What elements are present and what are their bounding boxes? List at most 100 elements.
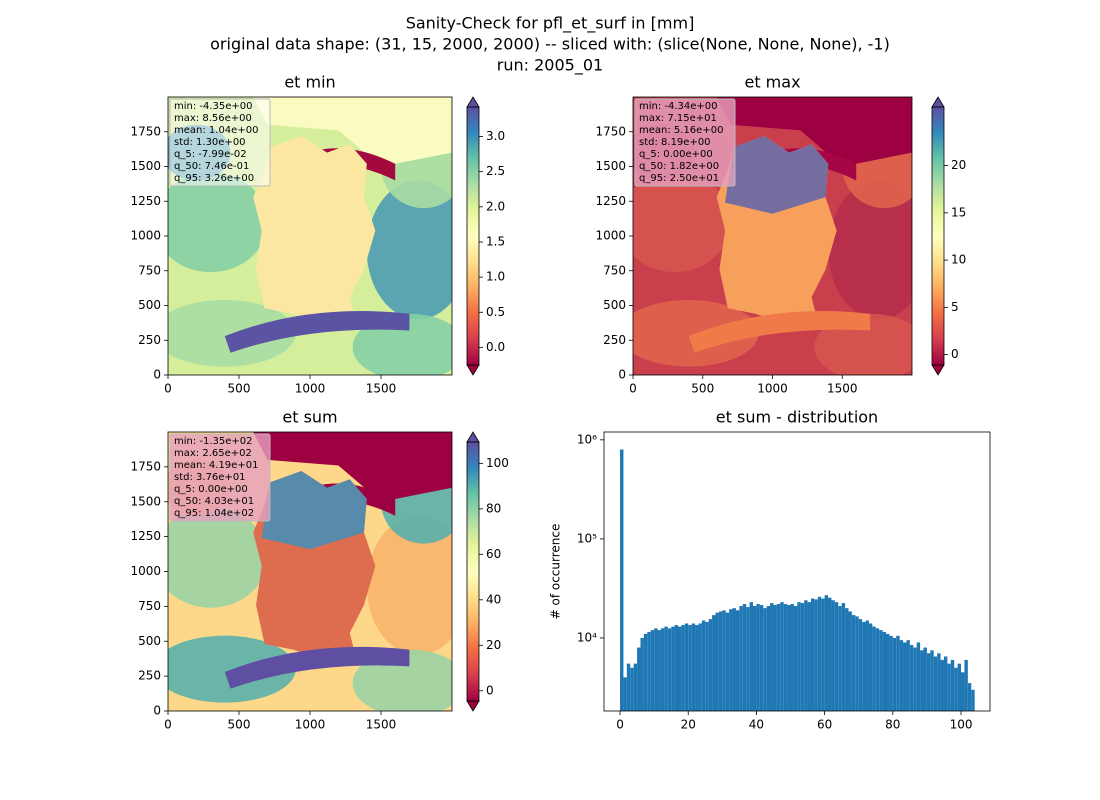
x-tick-label: 500: [228, 382, 251, 396]
hist-bar: [810, 598, 815, 711]
y-tick-label: 500: [603, 298, 626, 312]
y-tick-label: 1750: [595, 124, 626, 138]
hist-bar: [626, 663, 631, 711]
colorbar-tick-label: 20: [951, 158, 966, 172]
stats-line: q_50: 1.82e+00: [639, 161, 719, 172]
stats-line: max: 2.65e+02: [174, 448, 252, 459]
hist-bar: [650, 630, 655, 711]
hist-bar: [858, 619, 863, 711]
colorbar-tick-label: 3.0: [486, 129, 505, 143]
hist-bar: [824, 595, 829, 711]
hist-bar: [753, 606, 757, 711]
colorbar-tick-label: 0.5: [486, 305, 505, 319]
y-tick-label: 500: [138, 634, 161, 648]
x-tick-label: 0: [164, 718, 172, 732]
hist-bar: [957, 663, 962, 711]
colorbar-tick-label: 20: [486, 638, 501, 652]
y-tick-label: 1250: [130, 194, 161, 208]
stats-box: [634, 98, 736, 187]
x-tick-label: 1500: [366, 718, 397, 732]
hist-bar: [637, 647, 641, 711]
x-tick-label: 1500: [827, 382, 858, 396]
y-tick-label: 1750: [130, 459, 161, 473]
y-tick-label: 1500: [130, 494, 161, 508]
map-patch: [633, 299, 759, 367]
hist-bar: [954, 667, 958, 711]
stats-line: q_50: 7.46e-01: [174, 161, 249, 172]
colorbar-tick-label: 1.0: [486, 270, 505, 284]
hist-bar: [698, 623, 702, 711]
y-tick-label: 250: [603, 333, 626, 347]
hist-bar: [705, 621, 709, 711]
hist-bar: [671, 626, 675, 711]
map-alps: [224, 311, 410, 353]
y-tick-label: 1250: [130, 529, 161, 543]
stats-line: std: 8.19e+00: [639, 137, 711, 148]
hist-bar: [643, 633, 648, 711]
hist-bar: [926, 653, 931, 711]
hist-bar: [828, 597, 832, 711]
hist-bar: [950, 659, 955, 711]
hist-bar: [790, 604, 794, 711]
x-tick-label: 100: [950, 718, 973, 732]
hist-bar: [872, 626, 876, 711]
hist-bar: [831, 600, 835, 711]
axes-title: et sum - distribution: [716, 408, 878, 427]
hist-bar: [797, 602, 801, 711]
y-tick-label: 1500: [130, 159, 161, 173]
y-tick-label: 10⁴: [577, 630, 597, 644]
stats-line: min: -4.34e+00: [639, 101, 718, 112]
hist-bar: [920, 650, 924, 711]
map-patch: [168, 299, 296, 367]
hist-bar: [735, 610, 740, 711]
map-patch: [366, 180, 452, 320]
hist-bar: [913, 647, 917, 711]
map-patch: [366, 515, 452, 656]
stats-line: mean: 1.04e+00: [174, 125, 258, 136]
hist-bar: [909, 644, 914, 711]
y-tick-label: 1750: [130, 124, 161, 138]
suptitle: original data shape: (31, 15, 2000, 2000…: [210, 35, 890, 54]
colorbar-tick-label: 2.5: [486, 164, 505, 178]
hist-bar: [664, 626, 668, 711]
colorbar-tick-label: 0.0: [486, 340, 505, 354]
hist-bar: [647, 631, 651, 711]
map-patch: [168, 172, 268, 273]
stats-line: q_95: 2.50e+01: [639, 173, 719, 184]
hist-bar: [841, 603, 846, 711]
y-tick-label: 1000: [595, 229, 626, 243]
hist-bar: [885, 633, 890, 711]
hist-bar: [807, 602, 811, 711]
hist-bar: [930, 650, 934, 711]
hist-bar: [923, 647, 927, 711]
hist-bar: [882, 631, 886, 711]
hist-bar: [773, 605, 777, 711]
hist-bar: [967, 683, 972, 711]
hist-bar: [780, 602, 784, 711]
hist-bar: [657, 630, 661, 711]
hist-bar: [677, 626, 682, 711]
hist-bar: [770, 603, 774, 711]
hist-bar: [896, 635, 900, 711]
y-tick-label: 750: [138, 263, 161, 277]
hist-bar: [695, 625, 699, 711]
hist-bar: [749, 602, 754, 711]
hist-bar: [899, 640, 904, 711]
colorbar-tick-label: 0: [486, 683, 494, 697]
suptitle: run: 2005_01: [497, 56, 603, 76]
hist-bar: [889, 635, 893, 711]
axes-title: et max: [744, 73, 800, 92]
hist-bar: [667, 628, 672, 711]
suptitle: Sanity-Check for pfl_et_surf in [mm]: [406, 14, 695, 34]
hist-bar: [763, 608, 767, 711]
hist-bar: [787, 605, 791, 711]
stats-line: q_5: -7.99e-02: [174, 149, 247, 160]
stats-line: mean: 5.16e+00: [639, 125, 723, 136]
colorbar-tick-label: 15: [951, 205, 966, 219]
map-land-north: [261, 471, 367, 550]
y-tick-label: 1000: [130, 229, 161, 243]
map-land-north: [725, 135, 829, 214]
colorbar-tick-label: 60: [486, 547, 501, 561]
map-north: [716, 97, 912, 167]
hist-bar: [623, 677, 627, 711]
